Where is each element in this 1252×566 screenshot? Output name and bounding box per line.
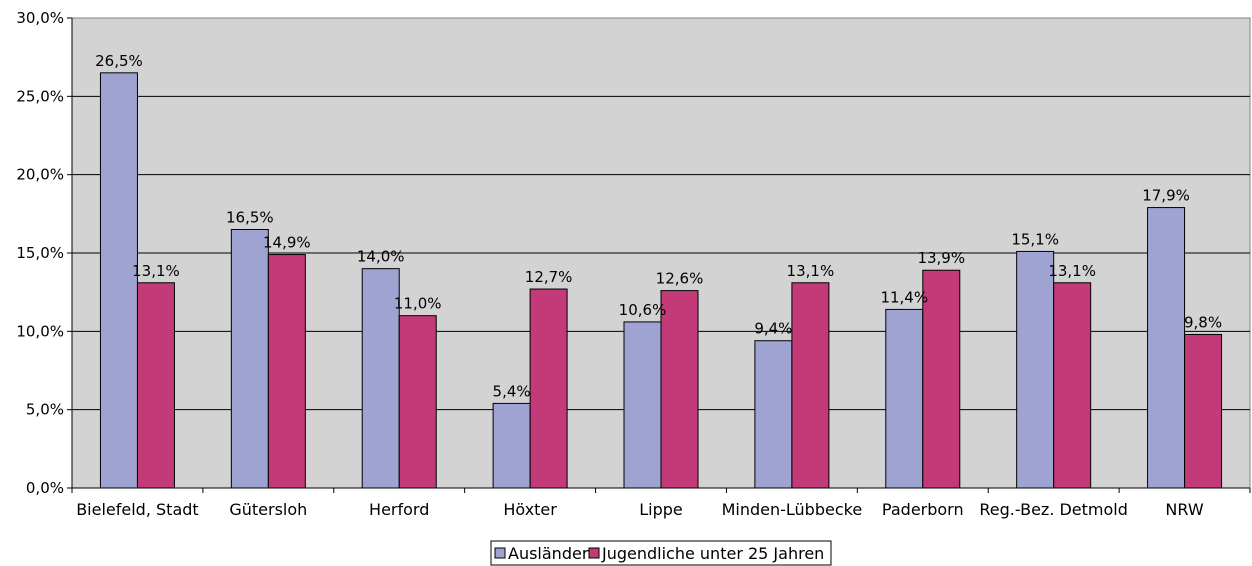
bar-auslaender [1016, 250, 1055, 489]
bar-jugendliche [660, 290, 699, 489]
bar-auslaender [230, 229, 269, 489]
category-label: Reg.-Bez. Detmold [979, 500, 1128, 519]
category-label: Minden-Lübbecke [722, 500, 863, 519]
bar-auslaender [885, 308, 924, 489]
data-label: 13,1% [1048, 262, 1096, 280]
data-label: 9,8% [1184, 313, 1222, 331]
category-label: Herford [369, 500, 429, 519]
category-label: Gütersloh [229, 500, 307, 519]
bar-jugendliche [791, 282, 830, 489]
data-label: 13,1% [787, 262, 835, 280]
bar-jugendliche [267, 254, 306, 489]
data-labels: 26,5% 13,1% 16,5% 14,9% 14,0% 11,0% 5,4% 12,7% 1… [95, 52, 1222, 401]
category-label: Höxter [503, 500, 557, 519]
data-label: 5,4% [493, 382, 531, 400]
data-label: 14,9% [263, 234, 311, 252]
x-axis: Bielefeld, Stadt Gütersloh Herford Höxter Li… [71, 488, 1251, 519]
y-tick-label: 10,0% [16, 322, 64, 340]
legend-label: Ausländer [508, 544, 589, 563]
category-label: Paderborn [882, 500, 964, 519]
y-tick-label: 25,0% [16, 87, 64, 105]
legend: Ausländer Jugendliche unter 25 Jahren [490, 540, 832, 566]
bar-auslaender [754, 340, 793, 489]
bar-jugendliche [1053, 282, 1092, 489]
data-label: 9,4% [754, 320, 792, 338]
data-label: 14,0% [357, 248, 405, 266]
data-label: 13,1% [132, 262, 180, 280]
bar-jugendliche [529, 288, 568, 489]
data-label: 13,9% [917, 249, 965, 267]
bar-jugendliche [398, 315, 437, 489]
bar-auslaender [361, 268, 400, 489]
y-tick-label: 20,0% [16, 166, 64, 184]
category-label: NRW [1165, 500, 1203, 519]
bars [99, 72, 1223, 489]
legend-swatch [588, 547, 600, 559]
bar-jugendliche [1184, 333, 1223, 489]
y-tick-label: 5,0% [26, 401, 64, 419]
bar-jugendliche [136, 282, 175, 489]
legend-label: Jugendliche unter 25 Jahren [601, 544, 824, 563]
y-tick-label: 0,0% [26, 479, 64, 497]
y-tick-label: 15,0% [16, 244, 64, 262]
data-label: 11,0% [394, 295, 442, 313]
category-label: Lippe [639, 500, 683, 519]
bar-auslaender [492, 402, 531, 489]
data-label: 17,9% [1142, 187, 1190, 205]
y-tick-label: 30,0% [16, 9, 64, 27]
data-label: 16,5% [226, 209, 274, 227]
bar-auslaender [99, 72, 138, 489]
legend-box [490, 540, 832, 566]
bar-jugendliche [922, 269, 961, 489]
data-label: 12,7% [525, 268, 573, 286]
data-label: 10,6% [619, 301, 667, 319]
data-label: 15,1% [1011, 230, 1059, 248]
data-label: 11,4% [880, 288, 928, 306]
data-label: 12,6% [656, 270, 704, 288]
bar-auslaender [623, 321, 662, 489]
bar-auslaender [1147, 207, 1186, 489]
legend-swatch [494, 547, 506, 559]
data-label: 26,5% [95, 52, 143, 70]
category-label: Bielefeld, Stadt [76, 500, 198, 519]
